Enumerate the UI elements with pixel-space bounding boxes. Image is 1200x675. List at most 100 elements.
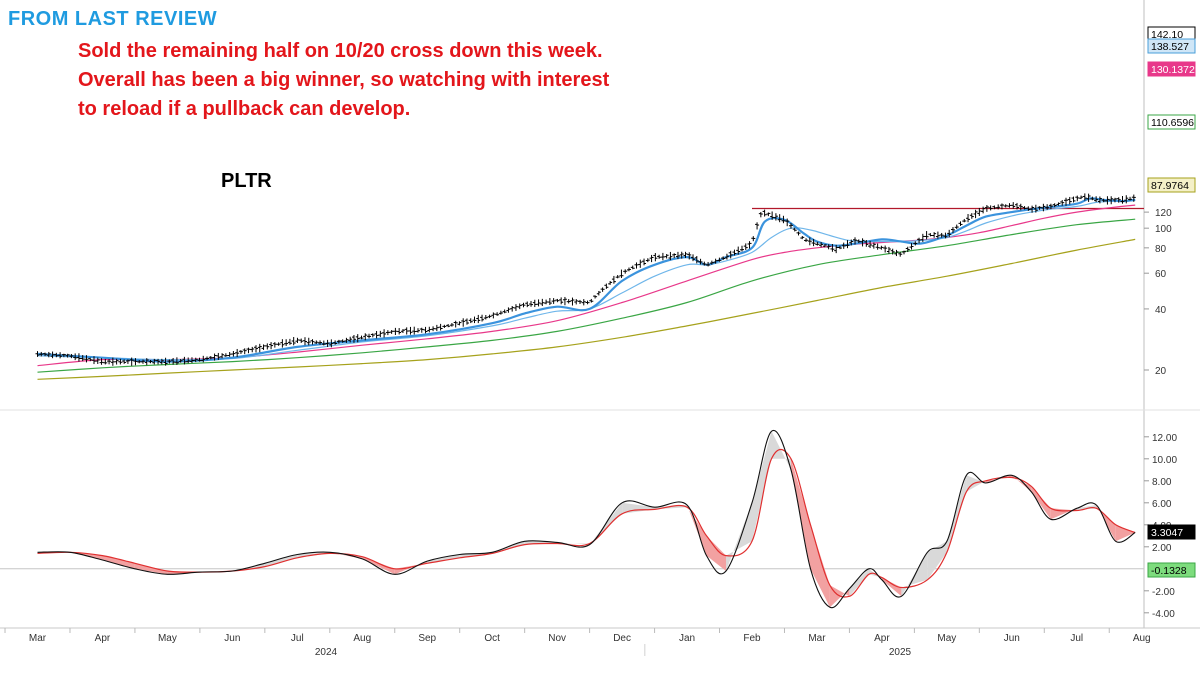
price-bar <box>875 243 880 250</box>
oscillator-band <box>1011 475 1032 492</box>
price-bar <box>257 343 262 353</box>
price-bar <box>540 298 545 307</box>
price-bar <box>483 314 488 320</box>
price-bar <box>1060 200 1065 206</box>
price-bar <box>721 256 726 261</box>
price-bar <box>981 206 986 214</box>
price-bar <box>788 223 793 229</box>
price-bar <box>129 357 134 366</box>
price-bar <box>193 357 198 363</box>
price-bar <box>1056 202 1061 206</box>
price-bar <box>864 240 869 247</box>
price-bar <box>709 260 714 265</box>
price-bar <box>65 353 70 358</box>
price-bar <box>513 304 518 311</box>
price-bar <box>302 337 307 346</box>
ma-50-tag: 130.1372 <box>1147 61 1196 77</box>
price-bar <box>280 339 285 348</box>
price-bar <box>367 333 372 339</box>
x-tick-label: Apr <box>95 633 111 644</box>
price-bar <box>958 221 963 226</box>
price-bar <box>706 261 711 267</box>
price-bar <box>272 342 277 348</box>
price-bar <box>110 357 115 366</box>
price-bar <box>1018 203 1023 211</box>
price-bar <box>201 355 206 363</box>
price-bar <box>498 310 503 315</box>
price-bar <box>363 333 368 341</box>
price-bar <box>1030 205 1035 213</box>
price-bar <box>1041 203 1046 212</box>
price-bar <box>642 258 647 266</box>
price-bar <box>103 358 108 365</box>
price-bar <box>713 258 718 264</box>
x-tick-label: Jan <box>679 633 695 644</box>
price-bar <box>815 241 820 246</box>
price-bar <box>1116 197 1121 203</box>
x-tick-label: May <box>158 633 177 644</box>
signal-tag: -0.1328 <box>1147 562 1196 578</box>
price-bar <box>905 246 910 253</box>
price-bar <box>954 224 959 229</box>
price-bar <box>400 329 405 334</box>
price-bar <box>932 232 937 238</box>
price-bar <box>868 240 873 249</box>
price-bar <box>525 301 530 308</box>
price-bar <box>969 213 974 219</box>
price-bar <box>238 350 243 354</box>
price-bar <box>1075 195 1080 202</box>
price-bar <box>431 326 436 332</box>
price-bar <box>404 327 409 335</box>
price-bar <box>351 334 356 343</box>
review-title: FROM LAST REVIEW <box>8 8 218 30</box>
price-bar <box>427 326 432 333</box>
price-bar <box>254 345 259 353</box>
x-tick-label: Sep <box>418 633 436 644</box>
price-bar <box>1048 203 1053 210</box>
price-bar <box>736 246 741 255</box>
price-bar <box>35 351 40 357</box>
price-bar <box>242 348 247 355</box>
oscillator-band <box>102 555 135 569</box>
price-bar <box>133 358 138 366</box>
price-bar <box>687 252 692 260</box>
price-bar <box>189 357 194 364</box>
price-bar <box>845 240 850 249</box>
price-bar <box>751 236 756 242</box>
oscillator-band <box>946 475 967 553</box>
price-bar <box>717 257 722 262</box>
price-bar <box>434 324 439 332</box>
price-bar <box>359 335 364 340</box>
price-bar <box>223 353 228 357</box>
price-bar <box>770 211 775 220</box>
price-bar <box>382 329 387 338</box>
price-bar <box>159 358 164 365</box>
price-bar <box>645 258 650 263</box>
price-bar <box>649 254 654 263</box>
price-bar <box>99 358 104 365</box>
oscillator-band <box>881 577 902 597</box>
price-bar <box>397 328 402 335</box>
price-bar <box>171 357 176 365</box>
price-bar <box>890 248 895 255</box>
price-bar <box>920 233 925 242</box>
ma-200-line <box>37 238 1136 380</box>
price-bar <box>299 338 304 343</box>
price-bar <box>43 352 48 357</box>
price-bar <box>1131 194 1136 202</box>
svg-text:-0.1328: -0.1328 <box>1151 565 1187 577</box>
oscillator-band <box>1096 505 1116 542</box>
price-bar <box>95 357 100 364</box>
price-bar <box>589 298 594 303</box>
svg-text:142.10: 142.10 <box>1151 29 1183 41</box>
price-bar <box>182 356 187 365</box>
price-bar <box>1079 195 1084 200</box>
price-bar <box>781 215 786 224</box>
oscillator-band <box>726 502 752 571</box>
price-bar <box>1052 203 1057 208</box>
x-tick-label: Jun <box>224 633 240 644</box>
price-bar <box>321 340 326 346</box>
price-bar <box>1003 204 1008 208</box>
y-tick-label: 12.00 <box>1152 433 1177 444</box>
price-bar <box>853 237 858 245</box>
